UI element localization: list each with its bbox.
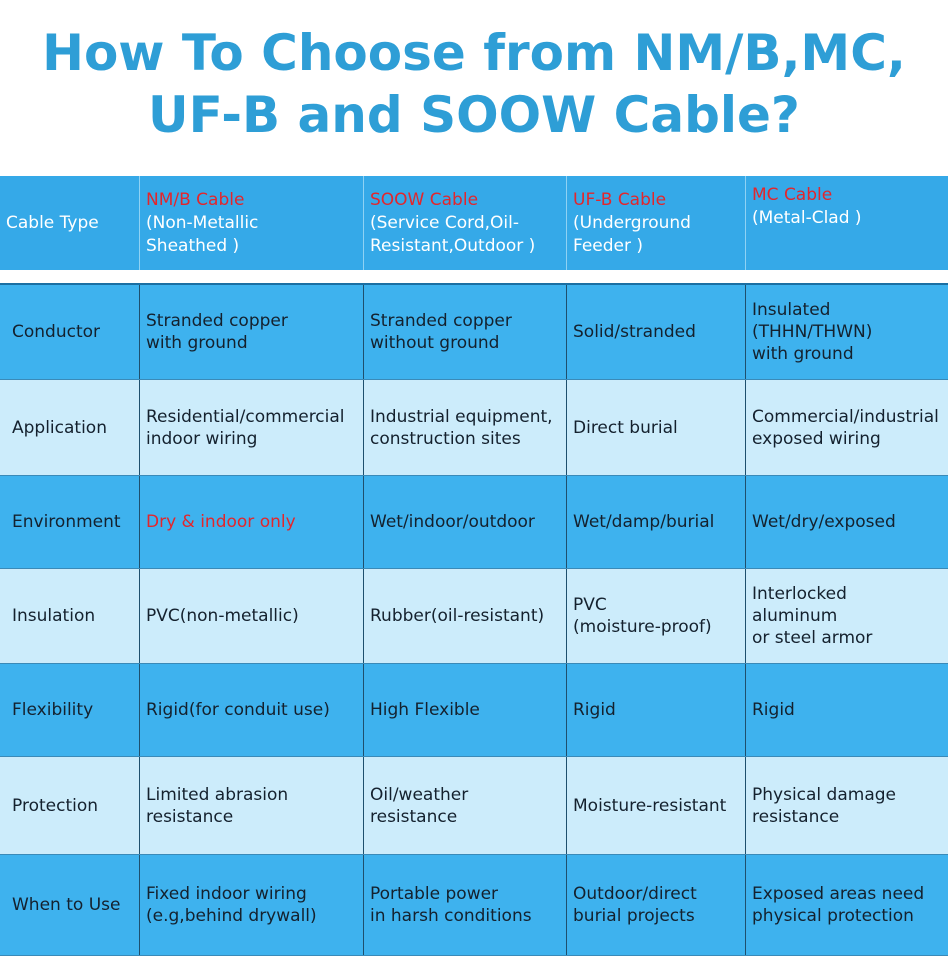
row-label: Insulation bbox=[0, 569, 140, 663]
table-row: Application Residential/commercial indoo… bbox=[0, 380, 948, 476]
table-cell: Wet/damp/burial bbox=[567, 476, 746, 568]
comparison-table: Conductor Stranded copper with ground St… bbox=[0, 283, 948, 956]
page-title: How To Choose from NM/B,MC, UF-B and SOO… bbox=[42, 24, 906, 144]
header-col-nmb: NM/B Cable (Non-Metallic Sheathed ) bbox=[140, 176, 364, 270]
table-cell: High Flexible bbox=[364, 664, 567, 756]
table-cell: Rigid bbox=[752, 700, 795, 720]
table-cell: Rigid bbox=[567, 664, 746, 756]
table-cell: Solid/stranded bbox=[567, 285, 746, 379]
table-cell: Wet/dry/exposed bbox=[752, 512, 896, 532]
row-label: Application bbox=[0, 380, 140, 475]
table-cell: Industrial equipment, construction sites bbox=[364, 380, 567, 475]
header-col-desc: (Service Cord,Oil- Resistant,Outdoor ) bbox=[370, 212, 536, 256]
table-cell: Wet/indoor/outdoor bbox=[364, 476, 567, 568]
header-col-name: MC Cable bbox=[752, 185, 833, 205]
row-label: Conductor bbox=[0, 285, 140, 379]
row-label: Protection bbox=[0, 757, 140, 854]
table-cell: Direct burial bbox=[567, 380, 746, 475]
table-cell: PVC(non-metallic) bbox=[140, 569, 364, 663]
table-cell: Fixed indoor wiring (e.g,behind drywall) bbox=[140, 855, 364, 955]
table-row: Flexibility Rigid(for conduit use) High … bbox=[0, 664, 948, 757]
table-cell: Rigid(for conduit use) bbox=[140, 664, 364, 756]
table-row: Protection Limited abrasion resistance O… bbox=[0, 757, 948, 855]
table-header: Cable Type NM/B Cable (Non-Metallic Shea… bbox=[0, 176, 948, 270]
header-col-mc: MC Cable (Metal-Clad ) bbox=[746, 176, 948, 270]
header-col-name: NM/B Cable bbox=[146, 189, 245, 210]
header-col-name: SOOW Cable bbox=[370, 189, 479, 210]
highlight-text: Dry & indoor only bbox=[146, 512, 296, 532]
header-col-desc: (Underground Feeder ) bbox=[573, 212, 691, 256]
table-cell: Stranded copper without ground bbox=[364, 285, 567, 379]
header-col-desc: (Metal-Clad ) bbox=[752, 208, 862, 228]
table-cell: Insulated (THHN/THWN) with ground bbox=[752, 300, 873, 364]
header-col-desc: (Non-Metallic Sheathed ) bbox=[146, 212, 259, 256]
table-cell: Dry & indoor only bbox=[140, 476, 364, 568]
table-row: Insulation PVC(non-metallic) Rubber(oil-… bbox=[0, 569, 948, 664]
row-label: Flexibility bbox=[0, 664, 140, 756]
table-cell: Rubber(oil-resistant) bbox=[364, 569, 567, 663]
header-col-soow: SOOW Cable (Service Cord,Oil- Resistant,… bbox=[364, 176, 567, 270]
table-cell: Residential/commercial indoor wiring bbox=[140, 380, 364, 475]
table-cell: Exposed areas need physical protection bbox=[752, 884, 925, 926]
table-cell: Limited abrasion resistance bbox=[140, 757, 364, 854]
table-cell: Portable power in harsh conditions bbox=[364, 855, 567, 955]
header-col-name: UF-B Cable bbox=[573, 189, 667, 210]
header-label: Cable Type bbox=[0, 176, 140, 270]
table-row: Environment Dry & indoor only Wet/indoor… bbox=[0, 476, 948, 569]
header-col-ufb: UF-B Cable (Underground Feeder ) bbox=[567, 176, 746, 270]
table-cell: Commercial/industrial exposed wiring bbox=[752, 406, 939, 449]
table-cell: Oil/weather resistance bbox=[364, 757, 567, 854]
table-row: Conductor Stranded copper with ground St… bbox=[0, 285, 948, 380]
row-label: When to Use bbox=[0, 855, 140, 955]
table-cell: Interlocked aluminum or steel armor bbox=[752, 584, 873, 648]
table-cell: Stranded copper with ground bbox=[140, 285, 364, 379]
table-cell: PVC (moisture-proof) bbox=[567, 569, 746, 663]
table-cell: Physical damage resistance bbox=[752, 784, 896, 827]
row-label: Environment bbox=[0, 476, 140, 568]
table-cell: Outdoor/direct burial projects bbox=[567, 855, 746, 955]
table-row: When to Use Fixed indoor wiring (e.g,beh… bbox=[0, 855, 948, 956]
table-cell: Moisture-resistant bbox=[567, 757, 746, 854]
